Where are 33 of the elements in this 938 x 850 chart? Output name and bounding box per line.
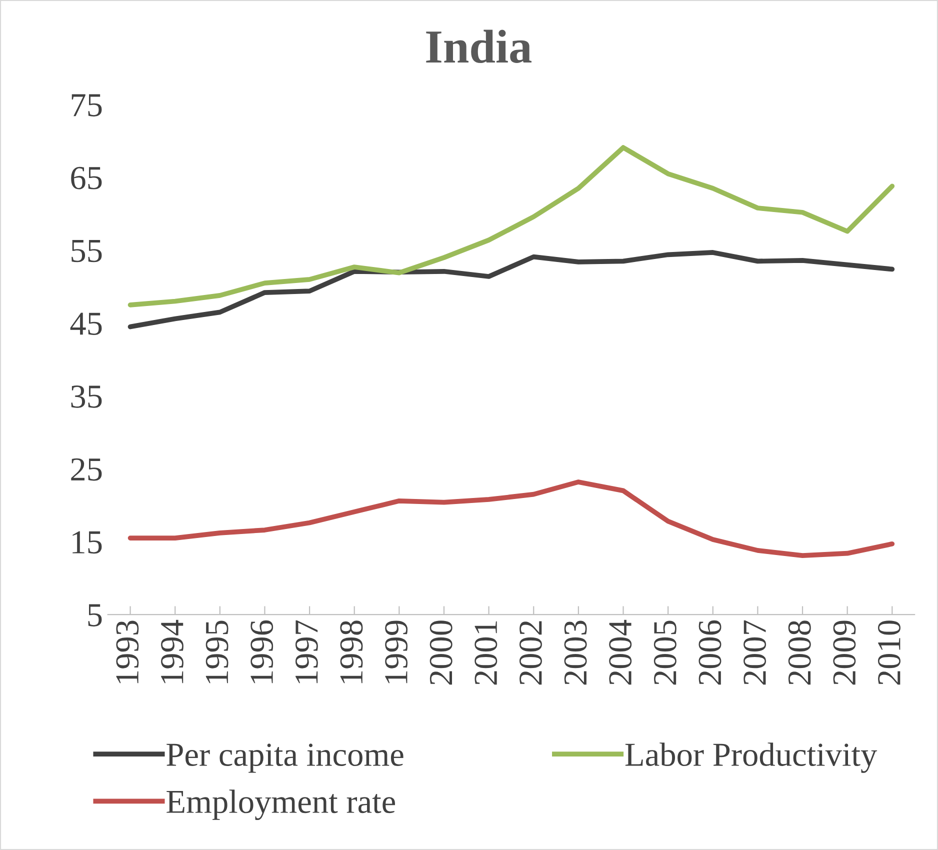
legend-label: Per capita income (166, 744, 404, 773)
x-tick-label: 2001 (474, 621, 498, 685)
x-tick-label: 1993 (116, 620, 139, 684)
x-tick-label: 2005 (654, 620, 676, 685)
y-tick-label: 35 (71, 385, 102, 408)
x-tick-label: 1999 (385, 620, 408, 684)
line-series (128, 145, 895, 308)
x-tick-label: 1996 (250, 620, 274, 684)
legend-label: Labor Productivity (625, 742, 878, 773)
y-tick-label: 45 (70, 312, 102, 336)
x-tick-label: 2003 (564, 620, 587, 685)
x-tick-label: 1997 (295, 620, 318, 684)
x-tick-label: 2000 (430, 620, 452, 685)
line-series (128, 250, 895, 330)
x-tick-label: 2007 (744, 620, 766, 685)
x-tick-label: 2004 (609, 620, 632, 685)
y-tick-label: 75 (72, 94, 102, 116)
x-tick-label: 2006 (698, 620, 722, 685)
x-tick-label: 2008 (788, 620, 811, 685)
y-tick-label: 25 (71, 458, 102, 481)
x-tick-label: 2002 (519, 621, 542, 685)
x-tick-label: 2009 (833, 620, 856, 685)
y-tick-label: 55 (72, 240, 102, 262)
x-tick-label: 1995 (206, 620, 228, 684)
x-tick-label: 2010 (878, 620, 900, 685)
x-tick-label: 1998 (340, 620, 363, 684)
x-tick-label: 1994 (161, 620, 184, 684)
legend-label: Employment rate (166, 790, 395, 820)
y-tick-label: 15 (72, 531, 102, 554)
y-tick-label: 5 (88, 604, 102, 626)
y-tick-label: 65 (71, 166, 102, 190)
line-series (128, 480, 895, 558)
chart-title: India (426, 30, 532, 63)
